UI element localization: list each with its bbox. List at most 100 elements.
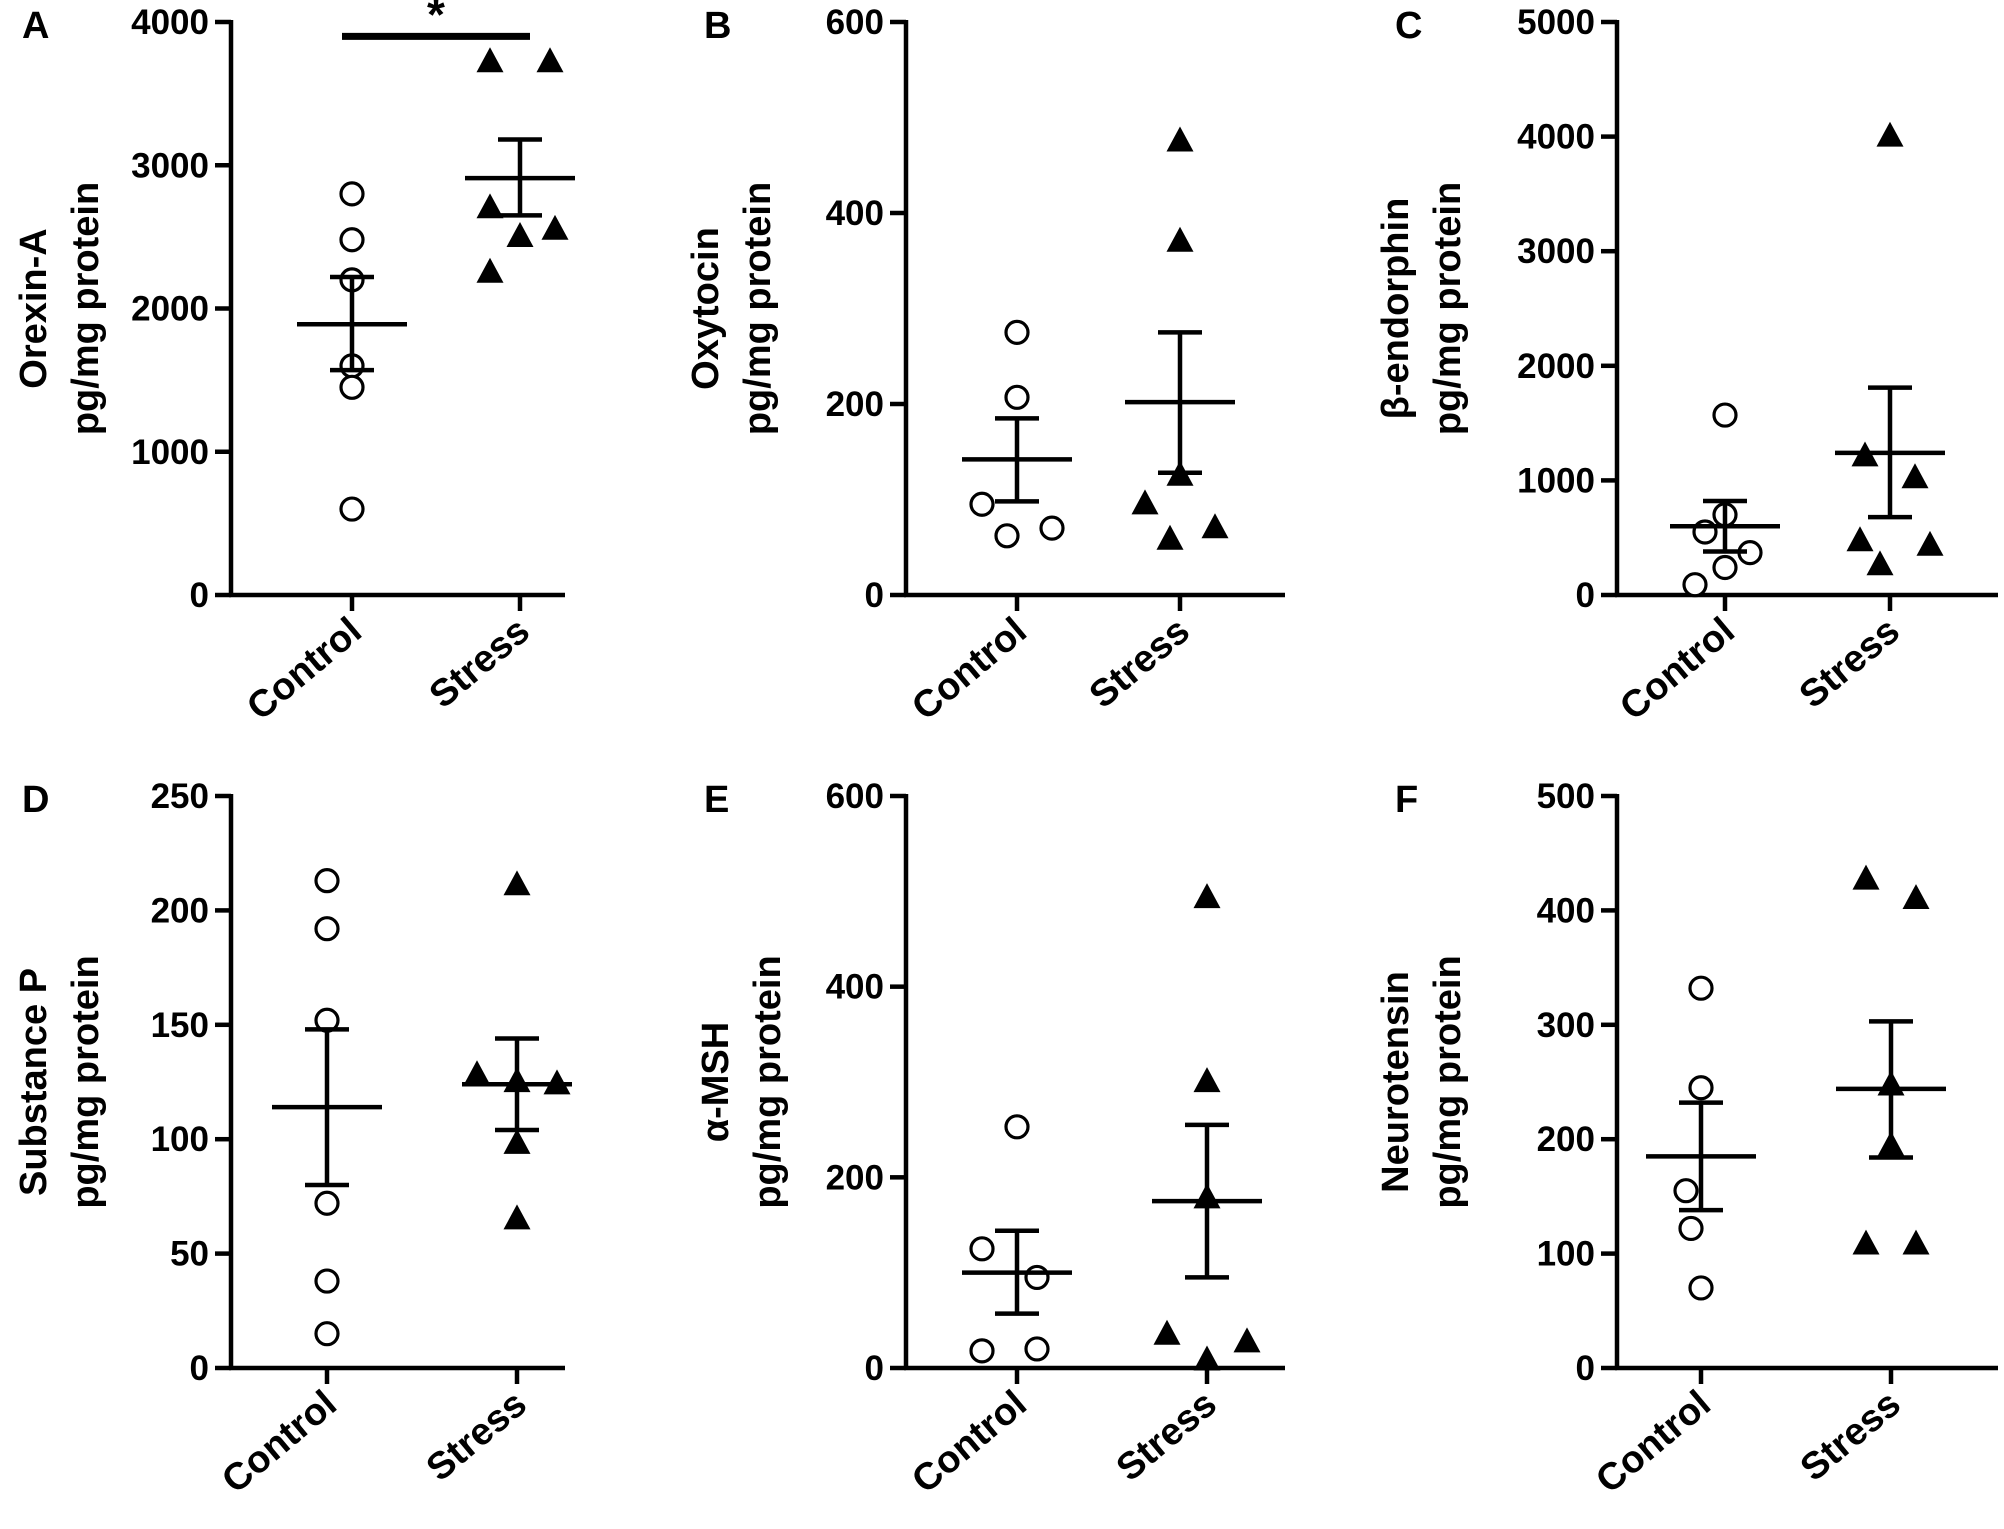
panel-c: Cβ-endorphin pg/mg protein 0 1000 2000 3000 40…: [1375, 3, 1998, 729]
data-point-stress: [1901, 463, 1929, 489]
y-tick-label: 0: [865, 576, 884, 615]
panel-letter: B: [704, 5, 731, 47]
y-tick-label: 200: [826, 385, 884, 424]
data-point-control: [969, 1338, 995, 1364]
data-point-control: [1004, 384, 1030, 410]
data-point-stress: [1852, 864, 1880, 890]
y-axis-units: pg/mg protein: [1427, 955, 1469, 1208]
data-point-stress: [536, 47, 564, 73]
y-tick-label: 0: [1576, 576, 1595, 615]
y-axis-title: Orexin-A: [13, 228, 55, 388]
y-tick-label: 500: [1537, 777, 1595, 816]
data-point-stress: [1193, 1345, 1221, 1371]
x-tick-label-stress: Stress: [1792, 610, 1908, 717]
data-point-control: [314, 916, 340, 942]
x-tick-label-stress: Stress: [1082, 610, 1198, 717]
y-axis-units: pg/mg protein: [65, 955, 107, 1208]
y-tick-label: 4000: [131, 3, 209, 42]
data-point-control: [1673, 1178, 1699, 1204]
panel-letter: A: [22, 5, 49, 47]
data-point-control: [339, 227, 365, 253]
data-point-stress: [1193, 883, 1221, 909]
data-point-control: [1004, 319, 1030, 345]
y-axis-title: Neurotensin: [1375, 971, 1417, 1193]
y-tick-label: 600: [826, 777, 884, 816]
data-point-control: [994, 523, 1020, 549]
y-tick-label: 300: [1537, 1006, 1595, 1045]
y-tick-label: 100: [1537, 1235, 1595, 1274]
y-axis-title: Oxytocin: [685, 227, 727, 390]
data-point-stress: [503, 1128, 531, 1154]
data-point-control: [1688, 1075, 1714, 1101]
data-point-control: [339, 181, 365, 207]
data-point-stress: [1193, 1067, 1221, 1093]
significance-star: *: [427, 0, 445, 40]
panel-f: F Neurotensin pg/mg protein 0 100 200 300 400 50…: [1375, 777, 1998, 1502]
y-tick-label: 0: [865, 1349, 884, 1388]
data-point-stress: [1846, 526, 1874, 552]
panel-e: Eα-MSH pg/mg protein 0 200 400 600 Control Stre…: [695, 777, 1285, 1502]
data-point-control: [1712, 554, 1738, 581]
data-point-stress: [1876, 121, 1904, 147]
data-point-stress: [1201, 513, 1229, 539]
y-tick-label: 0: [190, 576, 209, 615]
y-tick-label: 5000: [1517, 3, 1595, 42]
data-point-control: [1712, 402, 1738, 428]
y-axis-title: Substance P: [13, 968, 55, 1196]
y-axis-units: pg/mg protein: [747, 955, 789, 1208]
y-tick-label: 3000: [1517, 232, 1595, 271]
y-tick-label: 0: [190, 1349, 209, 1388]
data-point-control: [1688, 1275, 1714, 1301]
y-tick-label: 4000: [1517, 118, 1595, 157]
data-point-stress: [543, 1069, 571, 1095]
panel-a: A Orexin-A pg/mg protein 0 1000 2000 3000 4000 C…: [13, 0, 575, 729]
x-tick-label-control: Control: [214, 1383, 344, 1502]
data-point-control: [314, 1321, 340, 1347]
data-point-stress: [503, 1204, 531, 1230]
data-point-stress: [1852, 1229, 1880, 1255]
x-tick-label-stress: Stress: [1109, 1383, 1225, 1490]
panel-b: B Oxytocin pg/mg protein 0 200 400 600 Control S…: [685, 3, 1285, 729]
y-axis-units: pg/mg protein: [737, 182, 779, 435]
data-point-stress: [503, 870, 531, 896]
y-tick-label: 0: [1576, 1349, 1595, 1388]
data-point-control: [339, 496, 365, 522]
y-tick-label: 400: [1537, 891, 1595, 930]
data-point-stress: [1166, 226, 1194, 252]
x-tick-label-control: Control: [904, 610, 1034, 729]
y-tick-label: 250: [151, 777, 209, 816]
x-tick-label-control: Control: [239, 610, 369, 729]
y-tick-label: 400: [826, 194, 884, 233]
data-point-stress: [476, 193, 504, 219]
data-point-stress: [541, 214, 569, 240]
data-point-control: [1678, 1215, 1704, 1242]
data-point-stress: [1131, 489, 1159, 515]
data-point-control: [314, 1190, 340, 1216]
x-tick-label-control: Control: [1612, 610, 1742, 729]
panel-letter: F: [1395, 779, 1418, 821]
data-point-stress: [1233, 1327, 1261, 1353]
data-point-stress: [1156, 524, 1184, 550]
data-point-stress: [1866, 550, 1894, 576]
data-point-control: [1039, 515, 1065, 541]
y-tick-label: 1000: [1517, 461, 1595, 500]
data-point-control: [314, 868, 340, 894]
data-point-stress: [1902, 1229, 1930, 1255]
y-tick-label: 1000: [131, 433, 209, 472]
panel-letter: D: [22, 779, 49, 821]
y-tick-label: 400: [826, 968, 884, 1007]
data-point-control: [969, 1236, 995, 1262]
data-point-stress: [476, 257, 504, 283]
data-point-stress: [1916, 530, 1944, 556]
data-point-stress: [476, 47, 504, 73]
data-point-control: [969, 491, 995, 517]
x-tick-label-stress: Stress: [1793, 1383, 1909, 1490]
y-axis-units: pg/mg protein: [65, 182, 107, 435]
data-point-stress: [1902, 884, 1930, 910]
data-point-stress: [463, 1060, 491, 1086]
y-tick-label: 600: [826, 3, 884, 42]
y-tick-label: 200: [151, 891, 209, 930]
data-point-control: [339, 374, 365, 400]
